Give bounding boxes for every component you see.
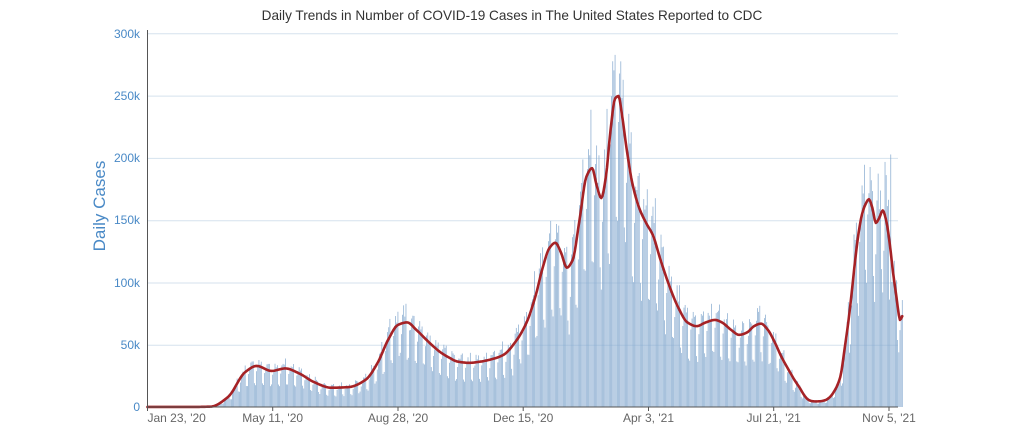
svg-text:Aug 28, '20: Aug 28, '20: [368, 411, 429, 425]
svg-text:Jul 21, '21: Jul 21, '21: [747, 411, 802, 425]
svg-text:0: 0: [133, 400, 140, 414]
svg-text:200k: 200k: [114, 151, 141, 165]
svg-text:Dec 15, '20: Dec 15, '20: [493, 411, 554, 425]
svg-text:100k: 100k: [114, 276, 141, 290]
svg-text:Jan 23, '20: Jan 23, '20: [148, 411, 207, 425]
svg-text:300k: 300k: [114, 27, 141, 41]
svg-text:May 11, '20: May 11, '20: [242, 411, 303, 425]
svg-text:Apr 3, '21: Apr 3, '21: [623, 411, 674, 425]
svg-text:Nov 5, '21: Nov 5, '21: [862, 411, 916, 425]
svg-text:250k: 250k: [114, 89, 141, 103]
svg-text:50k: 50k: [121, 338, 141, 352]
svg-text:150k: 150k: [114, 213, 141, 227]
